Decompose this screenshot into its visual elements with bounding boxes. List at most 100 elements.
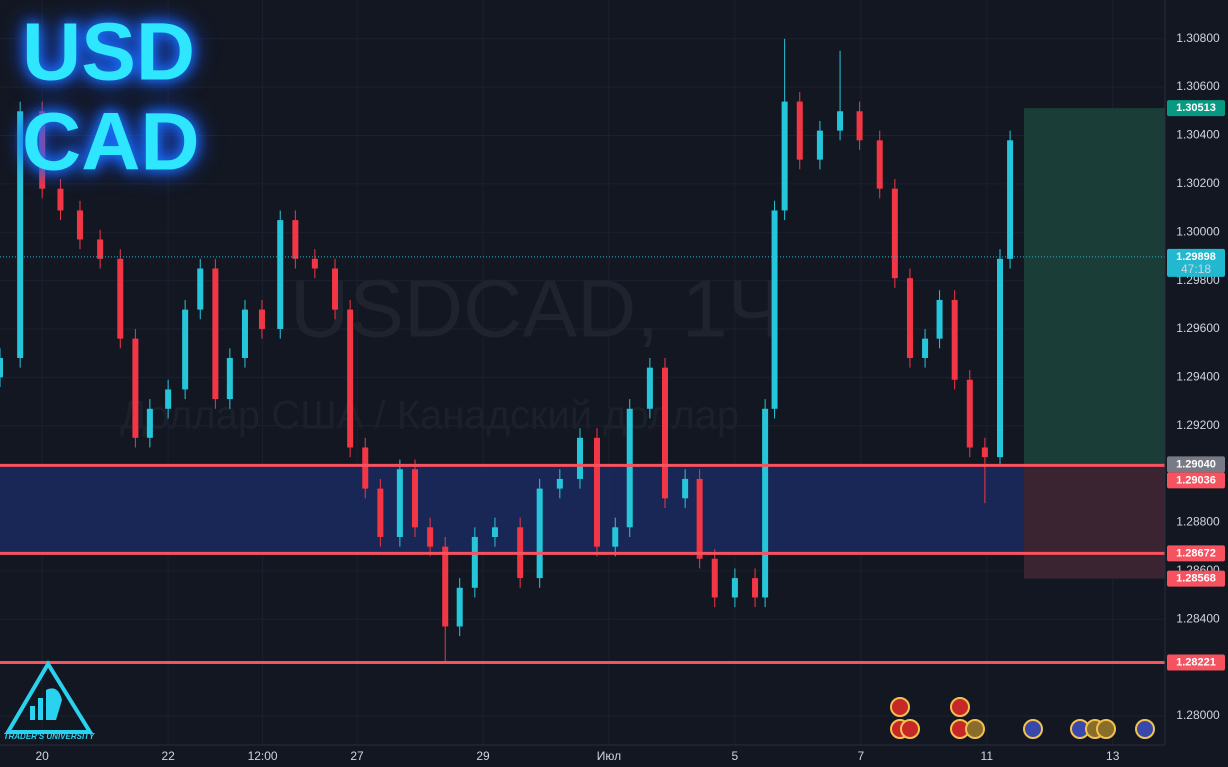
- event-icon: [965, 719, 985, 739]
- price-badge: [1167, 472, 1225, 489]
- candle-body: [39, 111, 46, 189]
- candle-body: [781, 101, 788, 211]
- candle-body: [241, 309, 248, 358]
- logo-bar: [30, 706, 35, 720]
- candle-body: [816, 130, 823, 160]
- x-tick-label: 22: [161, 749, 175, 763]
- candle-body: [1007, 140, 1014, 259]
- event-icon: [1023, 719, 1043, 739]
- candle-body: [661, 367, 668, 499]
- candle-body: [146, 408, 153, 438]
- candle-body: [951, 299, 958, 380]
- logo-bar: [38, 698, 43, 720]
- candle-body: [471, 536, 478, 588]
- price-badge-label: 1.28221: [1176, 656, 1216, 668]
- candle-body: [132, 338, 139, 438]
- y-tick-label: 1.29200: [1176, 418, 1220, 432]
- event-icon: [890, 697, 910, 717]
- candle-body: [936, 299, 943, 339]
- price-badge: [1167, 570, 1225, 587]
- candle-body: [576, 437, 583, 479]
- candle-body: [212, 268, 219, 400]
- watermark: USDCAD, 1Ч: [290, 264, 782, 355]
- event-icons: [890, 697, 1155, 739]
- candle-body: [332, 268, 339, 310]
- price-badge: [1167, 456, 1225, 473]
- candle-body: [427, 527, 434, 547]
- x-tick-label: 27: [350, 749, 364, 763]
- position-profit: [1023, 108, 1165, 465]
- event-icon: [950, 697, 970, 717]
- candle-body: [97, 239, 104, 259]
- y-tick-label: 1.30800: [1176, 31, 1220, 45]
- candle-body: [771, 210, 778, 409]
- candle-body: [362, 447, 369, 489]
- price-badge-label: 1.28568: [1176, 572, 1216, 584]
- x-tick-label: 13: [1106, 749, 1120, 763]
- demand-zone: [0, 464, 1165, 554]
- candle-body: [536, 488, 543, 579]
- x-tick-label: 12:00: [248, 749, 278, 763]
- candle-body: [981, 447, 988, 458]
- levels: [0, 256, 1165, 665]
- candle-body: [593, 437, 600, 547]
- title-line: CAD: [22, 97, 200, 188]
- candle-body: [117, 258, 124, 339]
- candle-body: [906, 278, 913, 358]
- countdown-label: 47:18: [1181, 262, 1211, 276]
- candle-body: [292, 220, 299, 259]
- candle-body: [626, 408, 633, 528]
- logo-text: TRADER'S UNIVERSITY: [4, 732, 95, 741]
- candle-body: [891, 188, 898, 279]
- event-icon: [1096, 719, 1116, 739]
- y-tick-label: 1.28400: [1176, 611, 1220, 625]
- candle-body: [856, 111, 863, 141]
- candle-body: [711, 558, 718, 598]
- y-tick-label: 1.29600: [1176, 321, 1220, 335]
- event-icon: [1135, 719, 1155, 739]
- candle-body: [258, 309, 265, 329]
- candle-body: [311, 258, 318, 269]
- candle-body: [752, 578, 759, 598]
- y-tick-label: 1.28800: [1176, 515, 1220, 529]
- candle-body: [456, 587, 463, 627]
- candle-body: [966, 379, 973, 448]
- x-tick-label: 29: [476, 749, 490, 763]
- y-tick-label: 1.28000: [1176, 708, 1220, 722]
- candle-body: [76, 210, 83, 240]
- candle-body: [442, 546, 449, 627]
- logo-triangle: [4, 660, 94, 734]
- x-tick-label: 5: [732, 749, 739, 763]
- price-badge-label: 1.29036: [1176, 474, 1216, 486]
- candle-body: [837, 111, 844, 131]
- price-badge: [1167, 654, 1225, 671]
- candle-body: [796, 101, 803, 160]
- y-tick-label: 1.30400: [1176, 128, 1220, 142]
- candle-body: [396, 469, 403, 537]
- x-tick-label: Июл: [597, 749, 621, 763]
- candle-body: [57, 188, 64, 211]
- candle-body: [876, 140, 883, 189]
- price-badge: [1167, 100, 1225, 117]
- candle-body: [997, 258, 1004, 458]
- y-tick-label: 1.29400: [1176, 370, 1220, 384]
- price-badge-label: 1.30513: [1176, 102, 1216, 114]
- candle-body: [347, 309, 354, 448]
- x-tick-label: 11: [981, 749, 994, 763]
- y-tick-label: 1.30000: [1176, 224, 1220, 238]
- x-tick-label: 7: [857, 749, 864, 763]
- candle-body: [922, 338, 929, 358]
- price-badge: [1167, 248, 1225, 277]
- candle-body: [682, 478, 689, 499]
- event-icon: [900, 719, 920, 739]
- candle-body: [17, 111, 24, 358]
- candle-body: [377, 488, 384, 537]
- watermark-subtitle: Доллар США / Канадский доллар: [120, 394, 739, 438]
- x-tick-label: 20: [36, 749, 50, 763]
- title-line: USD: [22, 7, 195, 98]
- candle-body: [226, 357, 233, 400]
- candle-body: [411, 469, 418, 528]
